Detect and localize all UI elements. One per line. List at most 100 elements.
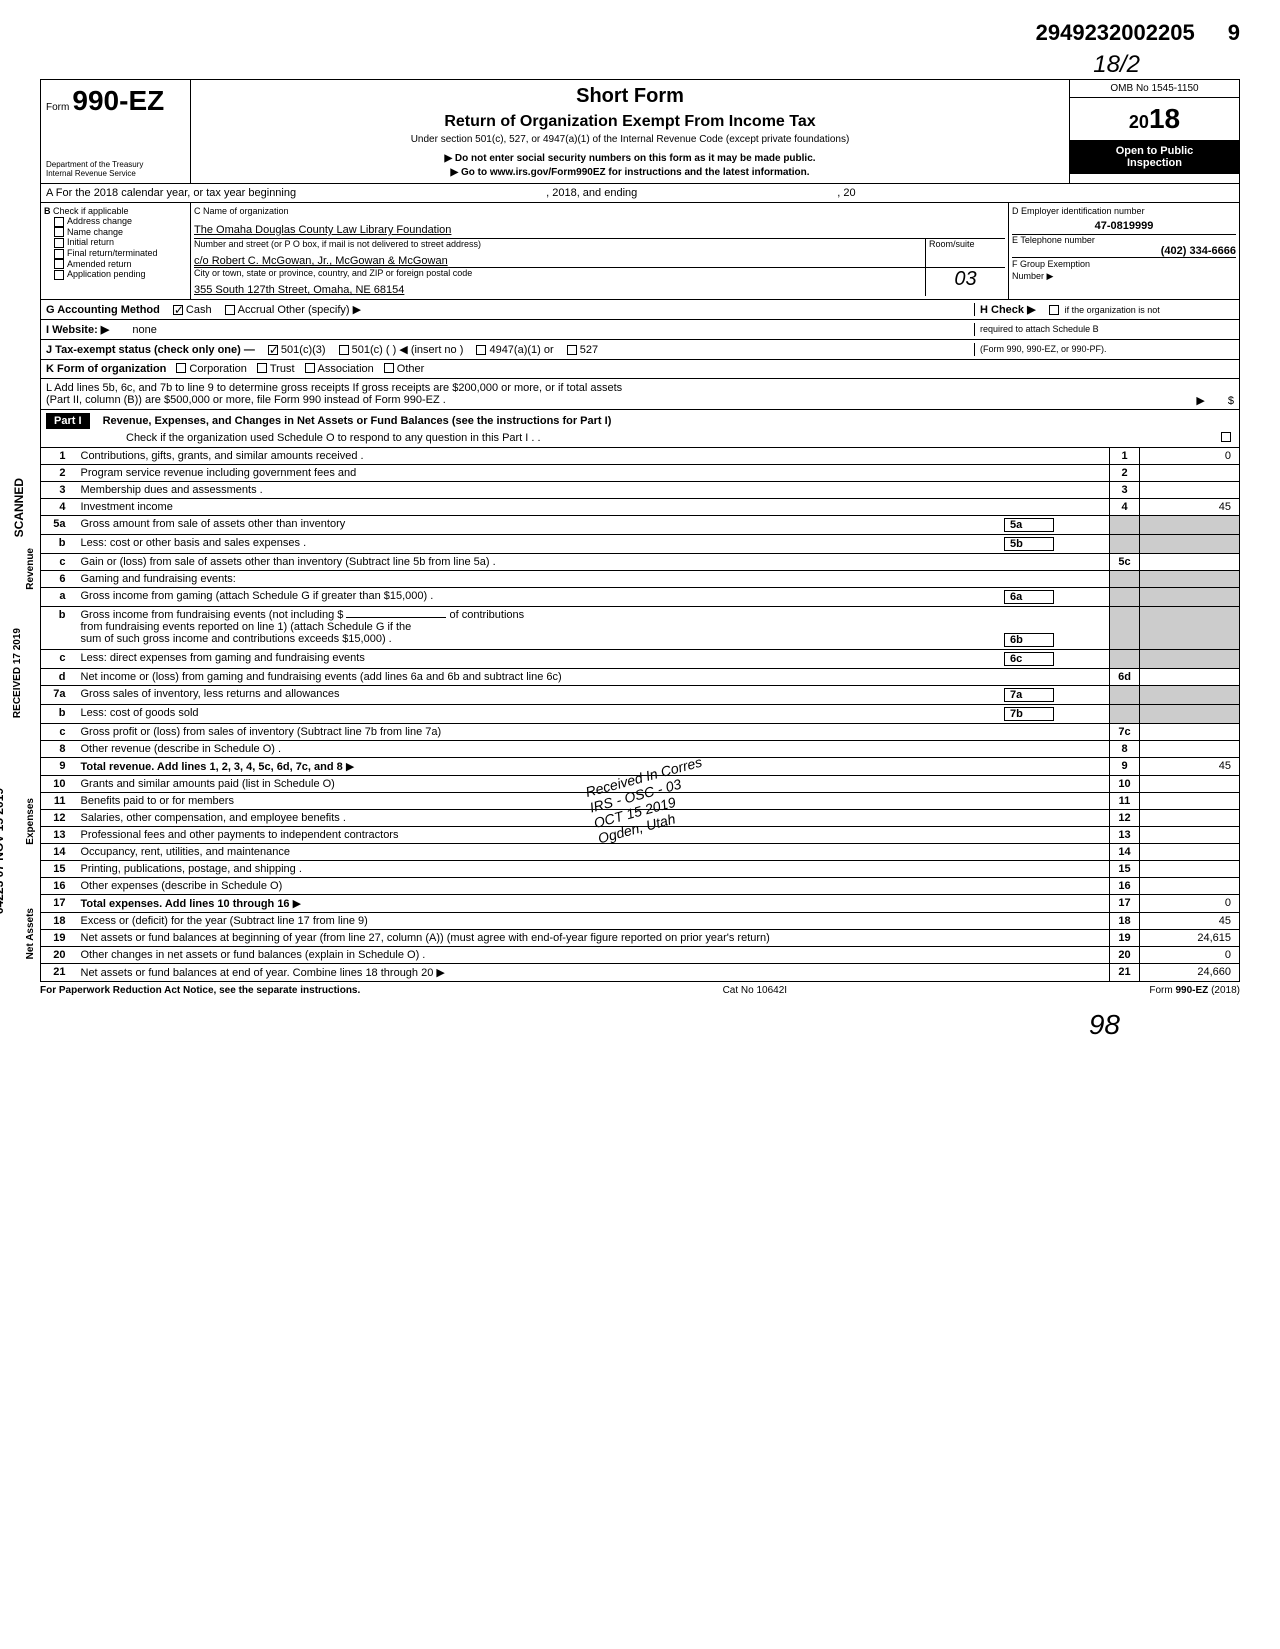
- website-value: none: [132, 324, 156, 336]
- l21-desc: Net assets or fund balances at end of ye…: [81, 967, 434, 979]
- cb-assoc[interactable]: [305, 363, 315, 373]
- cb-schedule-b[interactable]: [1049, 305, 1059, 315]
- part1-check-text: Check if the organization used Schedule …: [126, 432, 541, 444]
- l13-desc: Professional fees and other payments to …: [76, 827, 1110, 844]
- l15-num: 15: [41, 861, 76, 878]
- l2-desc: Program service revenue including govern…: [76, 465, 1110, 482]
- open-public-2: Inspection: [1075, 157, 1234, 169]
- l21-num: 21: [41, 964, 76, 982]
- year-value: 18: [1149, 103, 1180, 134]
- title-block: Short Form Return of Organization Exempt…: [191, 80, 1069, 183]
- section-h-text3: (Form 990, 990-EZ, or 990-PF).: [980, 344, 1107, 354]
- l1-num: 1: [41, 448, 76, 465]
- form-number: 990-EZ: [72, 85, 164, 116]
- section-b: B Check if applicable Address change Nam…: [41, 203, 191, 299]
- cb-name-change[interactable]: [54, 227, 64, 237]
- l1-desc: Contributions, gifts, grants, and simila…: [76, 448, 1110, 465]
- cb-501c[interactable]: [339, 345, 349, 355]
- title-short: Short Form: [201, 85, 1059, 108]
- cb-address-change[interactable]: [54, 217, 64, 227]
- form-id-block: Form 990-EZ Department of the Treasury I…: [41, 80, 191, 183]
- sidebar-scanned: SCANNED: [12, 478, 26, 537]
- section-l-dollar: $: [1228, 395, 1234, 407]
- lbl-cash: Cash: [186, 304, 212, 316]
- l4-val: 45: [1140, 499, 1240, 516]
- l15-desc: Printing, publications, postage, and shi…: [76, 861, 1110, 878]
- l3-val: [1140, 482, 1240, 499]
- addr-line1: c/o Robert C. McGowan, Jr., McGowan & Mc…: [194, 255, 925, 267]
- l4-desc: Investment income: [76, 499, 1110, 516]
- l6d-val: [1140, 669, 1240, 686]
- section-h-text2: required to attach Schedule B: [980, 324, 1099, 334]
- l16-num: 16: [41, 878, 76, 895]
- l6b-desc3: from fundraising events reported on line…: [81, 621, 412, 633]
- part1-title: Revenue, Expenses, and Changes in Net As…: [103, 415, 612, 427]
- lbl-initial-return: Initial return: [67, 237, 114, 247]
- l6a-inbox: 6a: [1010, 591, 1022, 603]
- lbl-501c3: 501(c)(3): [281, 344, 326, 356]
- lbl-app-pending: Application pending: [67, 269, 146, 279]
- l6b-desc4: sum of such gross income and contributio…: [81, 633, 392, 645]
- cb-trust[interactable]: [257, 363, 267, 373]
- l21-val: 24,660: [1140, 964, 1240, 982]
- lbl-amended: Amended return: [67, 259, 132, 269]
- sidebar-received-date: RECEIVED 17 2019: [12, 628, 23, 718]
- l6b-num: b: [41, 607, 76, 650]
- l2-val: [1140, 465, 1240, 482]
- l20-desc: Other changes in net assets or fund bala…: [76, 947, 1110, 964]
- section-c-name-label: C Name of organization: [194, 206, 1005, 216]
- cb-amended[interactable]: [54, 259, 64, 269]
- note-web: ▶ Go to www.irs.gov/Form990EZ for instru…: [201, 167, 1059, 178]
- cb-app-pending[interactable]: [54, 270, 64, 280]
- lbl-assoc: Association: [318, 363, 374, 375]
- l9-num: 9: [41, 758, 76, 776]
- l5c-num: c: [41, 554, 76, 571]
- l5c-desc: Gain or (loss) from sale of assets other…: [76, 554, 1110, 571]
- section-a-mid: , 2018, and ending: [546, 187, 637, 199]
- addr-line2: 355 South 127th Street, Omaha, NE 68154: [194, 284, 925, 296]
- cb-accrual[interactable]: [225, 305, 235, 315]
- cb-4947[interactable]: [476, 345, 486, 355]
- cb-final-return[interactable]: [54, 249, 64, 259]
- l18-num: 18: [41, 913, 76, 930]
- l10-val: [1140, 776, 1240, 793]
- cb-schedule-o[interactable]: [1221, 432, 1231, 442]
- cb-527[interactable]: [567, 345, 577, 355]
- cb-other-org[interactable]: [384, 363, 394, 373]
- sidebar-stamp-bottom: 04223 07 NOV 15 2019: [0, 788, 6, 914]
- dept-treasury: Department of the Treasury: [46, 160, 185, 169]
- footer-right: Form 990-EZ (2018): [1149, 985, 1240, 996]
- section-h-text: if the organization is not: [1065, 305, 1160, 315]
- l20-box: 20: [1110, 947, 1140, 964]
- lbl-4947: 4947(a)(1) or: [489, 344, 553, 356]
- open-public-1: Open to Public: [1075, 145, 1234, 157]
- org-name: The Omaha Douglas County Law Library Fou…: [194, 224, 1005, 236]
- l5b-inbox: 5b: [1010, 538, 1023, 550]
- dln-number: 2949232002205: [1036, 20, 1195, 46]
- cb-initial-return[interactable]: [54, 238, 64, 248]
- section-b-label: B: [44, 206, 51, 216]
- l1-box: 1: [1110, 448, 1140, 465]
- l5c-val: [1140, 554, 1240, 571]
- cb-cash[interactable]: [173, 305, 183, 315]
- year-block: OMB No 1545-1150 2018 Open to Public Ins…: [1069, 80, 1239, 183]
- l19-box: 19: [1110, 930, 1140, 947]
- l5a-num: 5a: [41, 516, 76, 535]
- year-prefix: 20: [1129, 112, 1149, 132]
- l17-num: 17: [41, 895, 76, 913]
- section-g-label: G Accounting Method: [46, 304, 160, 316]
- omb-number: OMB No 1545-1150: [1070, 80, 1239, 98]
- cb-corp[interactable]: [176, 363, 186, 373]
- l5c-box: 5c: [1110, 554, 1140, 571]
- dept-irs: Internal Revenue Service: [46, 169, 185, 178]
- l6c-num: c: [41, 650, 76, 669]
- l6a-num: a: [41, 588, 76, 607]
- l4-num: 4: [41, 499, 76, 516]
- l12-num: 12: [41, 810, 76, 827]
- phone-value: (402) 334-6666: [1012, 245, 1236, 257]
- l6a-desc: Gross income from gaming (attach Schedul…: [81, 590, 434, 602]
- l18-desc: Excess or (deficit) for the year (Subtra…: [76, 913, 1110, 930]
- room-label: Room/suite: [929, 239, 1005, 249]
- cb-501c3[interactable]: [268, 345, 278, 355]
- l8-num: 8: [41, 741, 76, 758]
